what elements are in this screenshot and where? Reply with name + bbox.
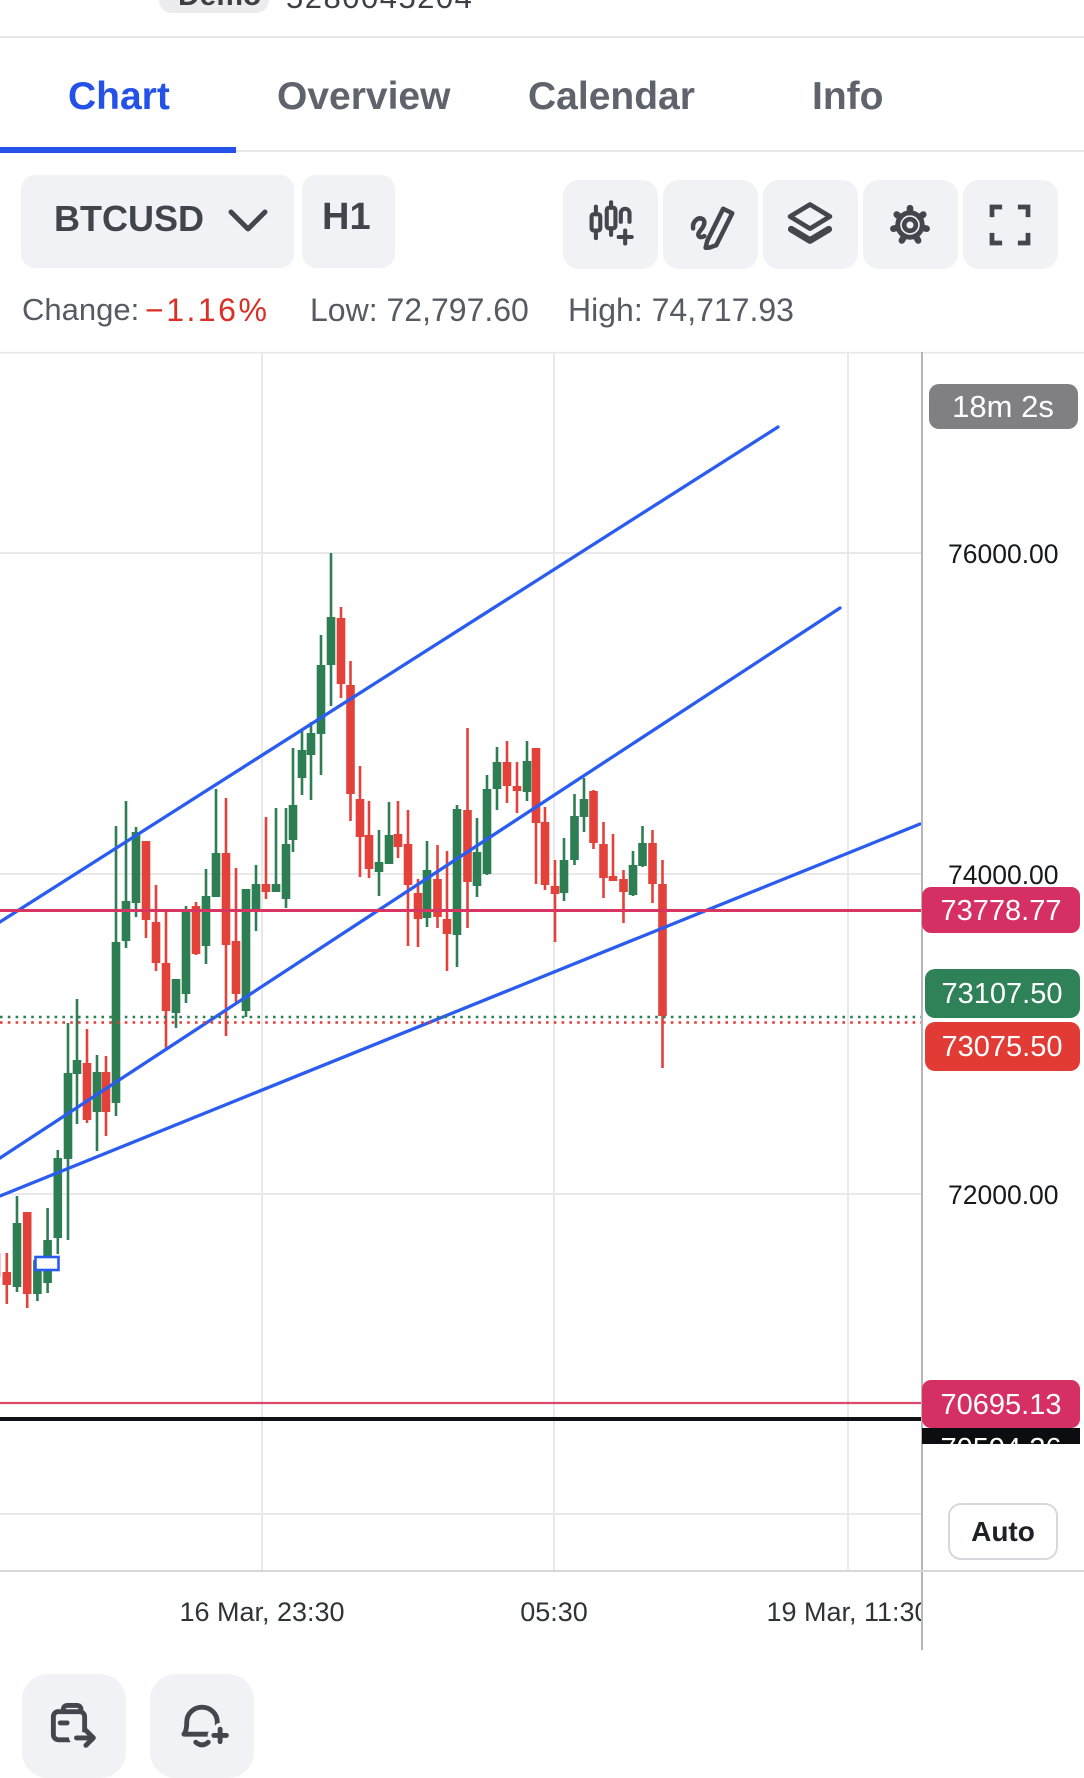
svg-text:70695.13: 70695.13 (941, 1389, 1062, 1421)
svg-text:72000.00: 72000.00 (948, 1180, 1059, 1210)
svg-text:18m 2s: 18m 2s (952, 389, 1054, 424)
svg-text:73075.50: 73075.50 (942, 1031, 1063, 1063)
svg-text:73778.77: 73778.77 (941, 895, 1062, 927)
svg-text:76000.00: 76000.00 (948, 539, 1059, 569)
svg-text:16 Mar, 23:30: 16 Mar, 23:30 (179, 1597, 344, 1627)
svg-text:Auto: Auto (971, 1516, 1035, 1547)
svg-text:74000.00: 74000.00 (948, 860, 1059, 890)
svg-text:19 Mar, 11:30: 19 Mar, 11:30 (766, 1597, 929, 1627)
svg-text:70594.26: 70594.26 (941, 1433, 1062, 1465)
svg-text:73107.50: 73107.50 (942, 978, 1063, 1010)
svg-text:05:30: 05:30 (520, 1597, 588, 1627)
